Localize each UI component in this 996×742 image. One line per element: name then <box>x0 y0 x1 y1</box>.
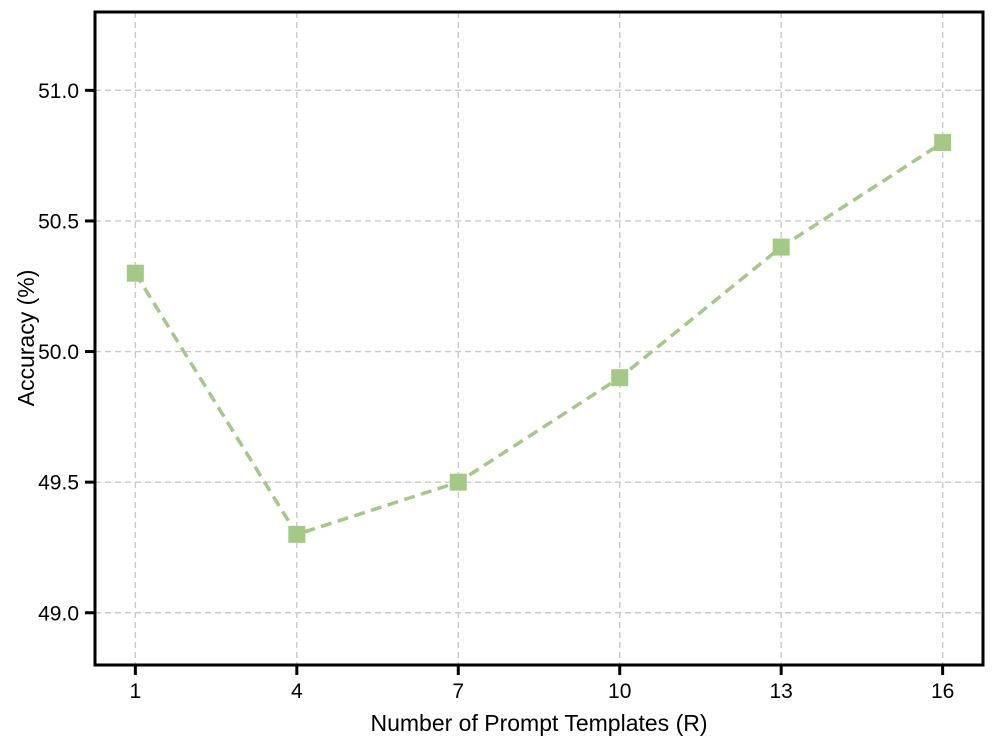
x-tick-label: 16 <box>931 680 954 703</box>
data-point-marker <box>611 369 629 387</box>
y-tick-label: 51.0 <box>38 80 79 103</box>
data-series <box>126 134 952 543</box>
data-point-marker <box>449 473 467 491</box>
data-point-marker <box>934 134 952 152</box>
x-tick-label: 10 <box>608 680 631 703</box>
y-tick-label: 49.0 <box>38 602 79 625</box>
data-point-marker <box>126 264 144 282</box>
gridlines <box>95 12 983 665</box>
data-point-marker <box>772 238 790 256</box>
plot-border <box>93 10 985 667</box>
x-tick-label: 7 <box>452 680 464 703</box>
x-tick-label: 1 <box>130 680 142 703</box>
y-tick-label: 49.5 <box>38 472 79 495</box>
y-axis-label: Accuracy (%) <box>13 270 39 407</box>
y-tick-label: 50.5 <box>38 210 79 233</box>
x-tick-label: 13 <box>770 680 793 703</box>
y-tick-label: 50.0 <box>38 341 79 364</box>
x-tick-label: 4 <box>291 680 303 703</box>
x-axis-label: Number of Prompt Templates (R) <box>370 710 707 736</box>
series-line <box>133 141 944 537</box>
data-point-marker <box>288 525 306 543</box>
axes: 1 4 7 10 13 16 49.0 49.5 50.0 50.5 51.0 <box>38 10 985 703</box>
